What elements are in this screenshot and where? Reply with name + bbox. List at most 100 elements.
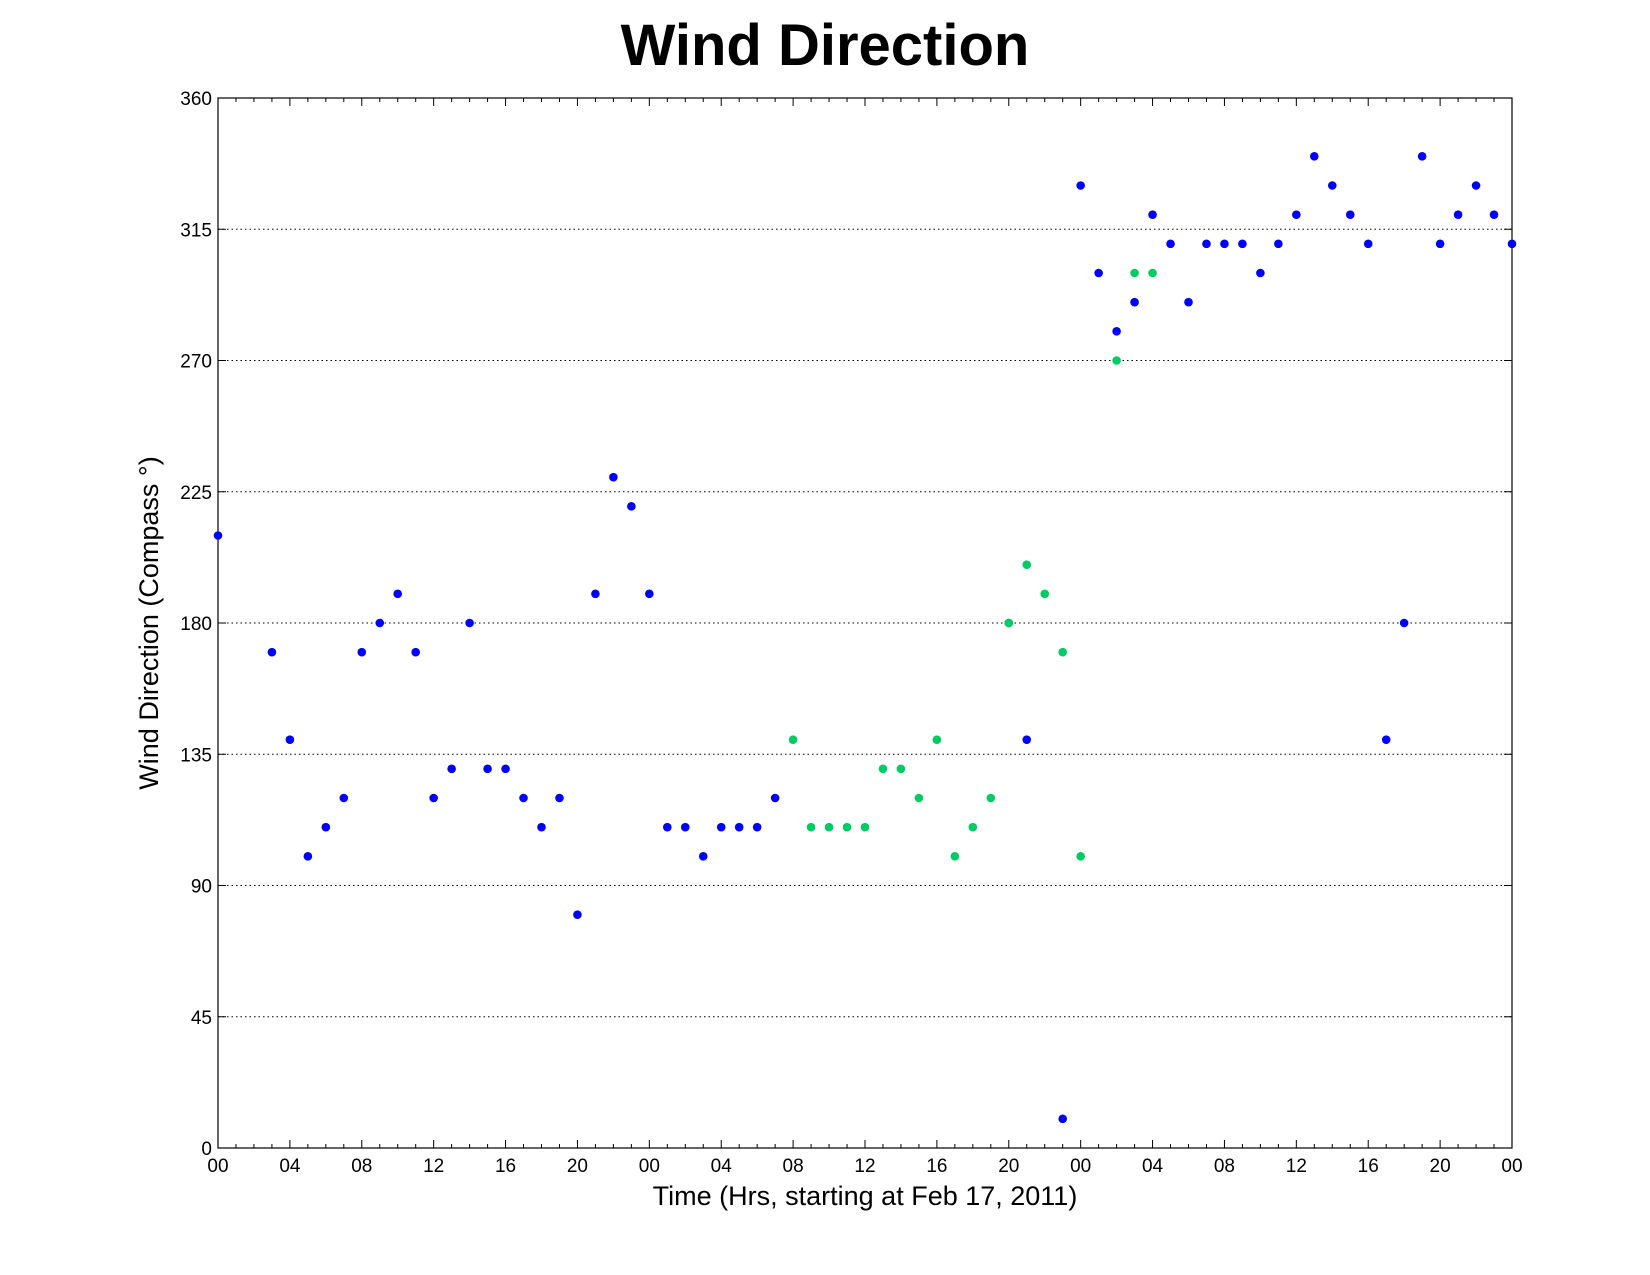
data-point (1004, 618, 1014, 628)
data-point (860, 822, 870, 832)
data-point (1058, 1114, 1067, 1124)
data-point (1256, 268, 1265, 278)
y-tick-label: 135 (180, 745, 212, 766)
data-point (1130, 268, 1139, 278)
x-tick-label: 00 (1501, 1156, 1522, 1177)
data-point (788, 735, 798, 744)
x-tick-label: 12 (423, 1156, 444, 1177)
x-tick-label: 08 (1214, 1156, 1235, 1177)
data-point (1148, 210, 1157, 219)
x-tick-label: 12 (854, 1156, 875, 1177)
x-tick-label: 20 (998, 1156, 1019, 1177)
data-point (1453, 210, 1463, 219)
data-point (555, 793, 564, 803)
data-point (609, 472, 618, 482)
y-tick-label: 225 (180, 483, 212, 504)
x-tick-label: 08 (783, 1156, 804, 1177)
data-point (1310, 152, 1319, 161)
y-tick-label: 315 (180, 220, 212, 241)
data-point (483, 764, 492, 774)
x-tick-label: 20 (567, 1156, 588, 1177)
data-point (698, 852, 708, 861)
data-point (1112, 327, 1121, 336)
data-point (1184, 297, 1193, 307)
data-point (357, 647, 367, 657)
data-point (1471, 181, 1481, 190)
data-point (321, 822, 331, 832)
data-point (842, 822, 852, 832)
data-point (824, 822, 834, 832)
data-point (213, 531, 223, 540)
data-point (375, 618, 385, 628)
data-points (213, 152, 1517, 1124)
data-point (591, 589, 600, 599)
data-point (1022, 735, 1032, 744)
data-point (393, 589, 403, 599)
data-point (501, 764, 510, 774)
data-point (1076, 181, 1085, 190)
data-point (411, 647, 420, 657)
data-point (1327, 181, 1337, 190)
data-point (1166, 239, 1175, 249)
y-tick-label: 45 (191, 1008, 212, 1029)
data-point (770, 793, 780, 803)
data-point (1220, 239, 1229, 249)
data-point (429, 793, 438, 803)
chart-title: Wind Direction (620, 13, 1030, 78)
data-point (1435, 239, 1445, 249)
data-point (1363, 239, 1373, 249)
data-point (1112, 356, 1121, 365)
axis-ticks: 0 45 90 135 180 225 270 315 360 00 04 08 12 16 20 00 04 0… (180, 89, 1522, 1177)
data-point (573, 910, 582, 919)
y-tick-label: 360 (180, 89, 212, 110)
grid-lines (218, 228, 1512, 1018)
data-point (914, 793, 924, 803)
data-point (1274, 239, 1283, 249)
data-point (267, 647, 277, 657)
x-tick-label: 20 (1430, 1156, 1451, 1177)
x-tick-label: 04 (1142, 1156, 1164, 1177)
data-point (1489, 210, 1499, 219)
x-tick-label: 12 (1286, 1156, 1307, 1177)
x-tick-label: 04 (279, 1156, 301, 1177)
data-point (1292, 210, 1301, 219)
data-point (1058, 647, 1067, 657)
data-point (806, 822, 816, 832)
data-point (1345, 210, 1355, 219)
data-point (1417, 152, 1427, 161)
x-tick-label: 00 (1070, 1156, 1091, 1177)
data-point (1130, 297, 1139, 307)
data-point (950, 852, 960, 861)
data-point (663, 822, 672, 832)
x-tick-label: 04 (711, 1156, 733, 1177)
data-point (1076, 852, 1085, 861)
data-point (645, 589, 654, 599)
data-point (285, 735, 295, 744)
data-point (1022, 560, 1032, 569)
x-tick-label: 16 (926, 1156, 947, 1177)
y-tick-label: 90 (191, 877, 212, 898)
y-axis-label: Wind Direction (Compass °) (134, 456, 164, 789)
x-tick-label: 00 (639, 1156, 660, 1177)
data-point (1040, 589, 1050, 599)
data-point (752, 822, 762, 832)
data-point (447, 764, 456, 774)
data-point (339, 793, 349, 803)
data-point (537, 822, 546, 832)
data-point (878, 764, 888, 774)
data-point (1202, 239, 1211, 249)
x-axis-label: Time (Hrs, starting at Feb 17, 2011) (653, 1181, 1078, 1211)
data-point (1381, 735, 1391, 744)
data-point (1094, 268, 1103, 278)
data-point (734, 822, 744, 832)
data-point (465, 618, 474, 628)
y-tick-label: 270 (180, 352, 212, 373)
y-tick-label: 180 (180, 614, 212, 635)
x-tick-label: 08 (351, 1156, 372, 1177)
data-point (1238, 239, 1247, 249)
data-point (1148, 268, 1157, 278)
data-point (986, 793, 996, 803)
data-point (303, 852, 313, 861)
data-point (968, 822, 978, 832)
